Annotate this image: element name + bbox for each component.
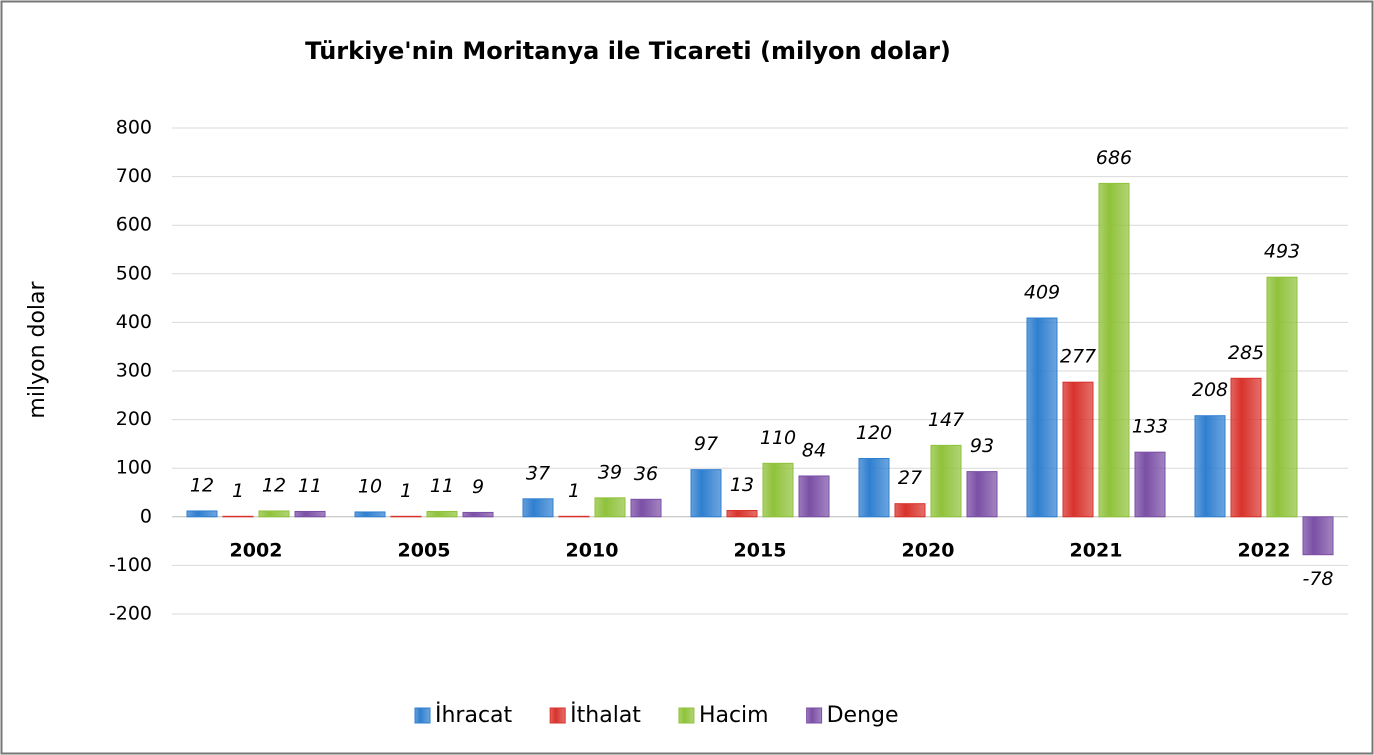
y-tick-label: 600: [116, 214, 152, 236]
x-tick-label: 2002: [230, 540, 283, 562]
value-label: 147: [928, 409, 964, 431]
value-label: 686: [1096, 147, 1132, 169]
bar: [1062, 381, 1094, 518]
y-tick-label: 800: [116, 117, 152, 139]
bar: [966, 471, 998, 518]
value-label: 409: [1024, 282, 1060, 304]
value-label: 84: [802, 439, 826, 461]
chart-title: Türkiye'nin Moritanya ile Ticareti (mily…: [305, 37, 951, 65]
y-tick-label: 700: [116, 165, 152, 187]
y-tick-label: -100: [109, 554, 152, 576]
legend-swatch: [414, 707, 431, 724]
x-tick-label: 2005: [398, 540, 451, 562]
value-label: 97: [694, 433, 718, 455]
legend-swatch: [549, 707, 566, 724]
y-tick-label: 100: [116, 457, 152, 479]
value-label: 110: [760, 427, 796, 449]
bar: [1134, 451, 1166, 518]
legend-swatch: [806, 707, 823, 724]
y-tick-label: 300: [116, 360, 152, 382]
legend-label: Hacim: [699, 703, 769, 728]
bar: [726, 509, 758, 518]
value-label: 120: [856, 422, 892, 444]
value-label: 1: [232, 480, 244, 502]
x-tick-label: 2010: [566, 540, 619, 562]
value-label: 277: [1060, 346, 1096, 368]
bar: [462, 511, 494, 518]
x-tick-label: 2020: [902, 540, 955, 562]
value-label: 36: [634, 463, 658, 485]
y-tick-label: 500: [116, 262, 152, 284]
value-label: 39: [598, 461, 622, 483]
value-label: 93: [970, 435, 994, 457]
bar: [426, 510, 458, 518]
bar: [894, 503, 926, 518]
bar: [258, 510, 290, 518]
bar: [1194, 415, 1226, 518]
y-tick-label: -200: [109, 603, 152, 625]
y-axis-label: milyon dolar: [25, 280, 50, 418]
bar: [594, 497, 626, 518]
value-label: -78: [1302, 568, 1333, 590]
bar: [858, 457, 890, 518]
bar: [1026, 317, 1058, 518]
bar: [1266, 276, 1298, 518]
bar: [930, 444, 962, 518]
bar: [630, 498, 662, 518]
bar: [1302, 516, 1334, 556]
bar: [690, 469, 722, 518]
value-label: 11: [430, 475, 454, 497]
x-tick-label: 2021: [1070, 540, 1123, 562]
y-tick-label: 0: [140, 505, 152, 527]
value-label: 1: [400, 480, 412, 502]
bar: [1098, 182, 1130, 518]
value-label: 10: [358, 475, 382, 497]
value-label: 493: [1264, 241, 1300, 263]
x-tick-label: 2015: [734, 540, 787, 562]
legend-swatch: [678, 707, 695, 724]
value-label: 27: [898, 467, 922, 489]
legend-label: İhracat: [435, 702, 513, 728]
value-label: 208: [1192, 379, 1228, 401]
y-tick-label: 200: [116, 408, 152, 430]
value-label: 37: [526, 462, 550, 484]
value-label: 1: [568, 480, 580, 502]
value-label: 12: [262, 474, 286, 496]
value-label: 12: [190, 474, 214, 496]
legend-label: İthalat: [570, 702, 641, 728]
bar: [522, 498, 554, 518]
bar: [1230, 377, 1262, 518]
bar: [354, 511, 386, 518]
value-label: 9: [472, 476, 484, 498]
bar: [294, 510, 326, 518]
value-label: 13: [730, 474, 754, 496]
x-tick-label: 2022: [1238, 540, 1291, 562]
y-tick-label: 400: [116, 311, 152, 333]
bar: [798, 475, 830, 518]
bar: [186, 510, 218, 518]
value-label: 133: [1132, 416, 1168, 438]
legend-label: Denge: [827, 703, 899, 728]
value-label: 285: [1228, 342, 1264, 364]
bar: [762, 462, 794, 518]
value-label: 11: [298, 475, 322, 497]
